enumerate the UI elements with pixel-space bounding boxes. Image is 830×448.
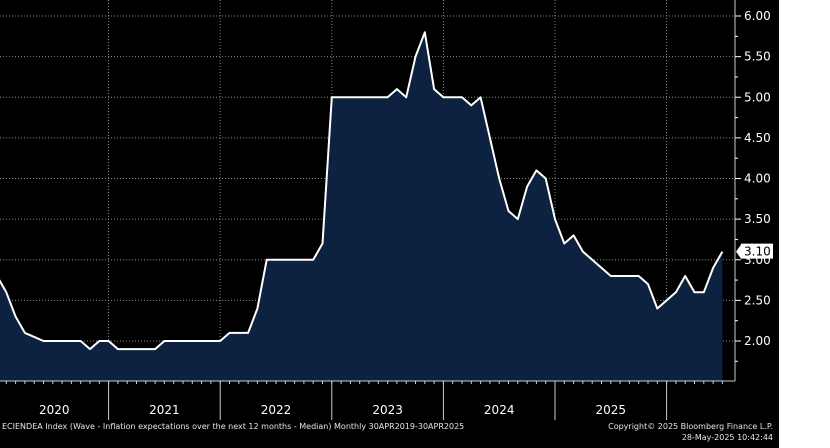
y-tick-label: 5.00 — [744, 90, 771, 104]
chart-footer: ECIENDEA Index (Wave - Inflation expecta… — [0, 420, 779, 448]
x-tick-label: 2020 — [39, 403, 70, 417]
x-tick-label: 2021 — [149, 403, 180, 417]
series-description: ECIENDEA Index (Wave - Inflation expecta… — [2, 422, 465, 431]
x-axis: 2020 2021 2022 2023 2024 2025 — [5, 381, 723, 420]
axis-background — [735, 0, 779, 420]
timestamp-text: 28-May-2025 10:42:44 — [681, 433, 773, 442]
y-tick-label: 3.50 — [744, 212, 771, 226]
y-tick-label: 4.00 — [744, 172, 771, 186]
y-tick-label: 2.50 — [744, 293, 771, 307]
x-tick-label: 2025 — [596, 403, 627, 417]
y-tick-label: 2.00 — [744, 334, 771, 348]
copyright-text: Copyright© 2025 Bloomberg Finance L.P. — [608, 422, 773, 431]
x-tick-label: 2024 — [484, 403, 515, 417]
last-value-label: 3.10 — [744, 245, 771, 259]
last-value-pointer — [736, 244, 741, 259]
last-value-callout: 3.10 — [736, 243, 773, 259]
series-line — [0, 31, 724, 351]
y-tick-label: 5.50 — [744, 50, 771, 64]
series-area — [0, 32, 723, 381]
last-value-box — [741, 243, 773, 259]
x-tick-label: 2023 — [372, 403, 403, 417]
x-tick-label: 2022 — [261, 403, 292, 417]
y-tick-label: 6.00 — [744, 9, 771, 23]
y-tick-label: 4.50 — [744, 131, 771, 145]
y-axis: 6.005.505.004.504.003.503.002.502.00 — [735, 9, 771, 362]
